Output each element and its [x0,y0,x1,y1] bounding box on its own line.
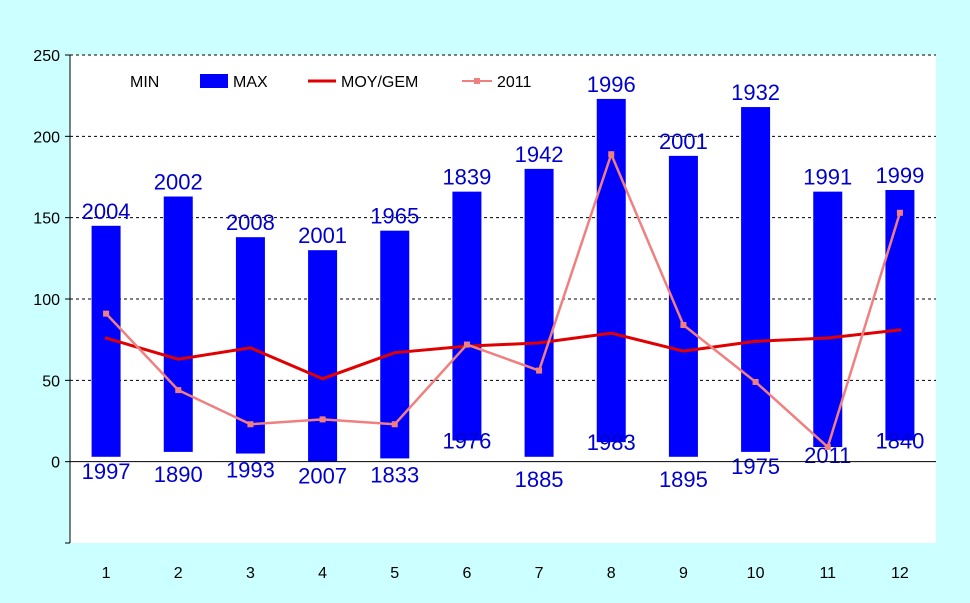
point-moy-gem [537,341,541,345]
point-2011 [824,444,831,451]
min-year-label: 1833 [370,462,419,487]
max-year-label: 1839 [442,165,491,190]
point-2011 [247,421,254,428]
point-2011 [463,341,470,348]
x-tick-label: 3 [246,565,255,582]
x-tick-label: 11 [819,565,836,582]
max-year-label: 2008 [226,210,275,235]
point-2011 [896,209,903,216]
min-year-label: 1983 [587,430,636,455]
point-moy-gem [104,336,108,340]
bar-max [668,155,698,457]
x-tick-label: 6 [462,565,471,582]
point-moy-gem [898,328,902,332]
point-moy-gem [321,377,325,381]
max-year-label: 2004 [82,199,131,224]
x-tick-label: 1 [102,565,111,582]
point-2011 [103,310,110,317]
max-year-label: 1991 [803,165,852,190]
point-2011 [319,416,326,423]
point-moy-gem [754,339,758,343]
point-moy-gem [248,346,252,350]
x-tick-label: 9 [679,565,688,582]
x-tick-label: 7 [535,565,544,582]
min-year-label: 1885 [515,467,564,492]
max-year-label: 1942 [515,142,564,167]
max-year-label: 2001 [298,223,347,248]
point-moy-gem [176,357,180,361]
line-moy-gem [105,328,901,381]
legend-label-moy: MOY/GEM [341,74,418,91]
x-tick-label: 12 [891,565,909,582]
bar-max [380,230,410,459]
x-tick-label: 2 [174,565,183,582]
y-tick-label: 0 [51,455,60,472]
y-tick-label: 50 [42,373,60,390]
legend-swatch-max [200,74,228,88]
max-year-label: 2001 [659,129,708,154]
bar-max [163,196,193,452]
y-tick-label: 100 [33,292,60,309]
point-2011 [175,387,182,394]
point-2011 [608,151,615,158]
bar-max [813,191,843,448]
y-tick-label: 150 [33,211,60,228]
legend-label-min: MIN [130,74,159,91]
min-year-label: 1895 [659,467,708,492]
min-year-label: 1975 [731,454,780,479]
line-2011 [105,150,902,450]
max-year-label: 1932 [731,80,780,105]
x-tick-label: 4 [318,565,327,582]
min-year-label: 1890 [154,462,203,487]
point-moy-gem [681,349,685,353]
min-year-label: 1976 [442,429,491,454]
legend-swatch-2011-marker [474,78,480,84]
point-2011 [536,367,543,374]
bar-max [885,190,915,441]
point-moy-gem [609,331,613,335]
x-tick-label: 8 [607,565,616,582]
bar-max [596,98,626,443]
bar-max [524,168,554,457]
max-year-label: 1999 [875,163,924,188]
bar-max [235,237,265,454]
y-tick-label: 200 [33,129,60,146]
bar-max [452,191,482,441]
point-2011 [391,421,398,428]
point-moy-gem [393,351,397,355]
min-year-label: 1997 [82,459,131,484]
point-moy-gem [826,336,830,340]
max-year-label: 1996 [587,72,636,97]
bar-max [741,107,771,452]
legend-label-2011: 2011 [497,74,532,91]
max-year-label: 2002 [154,170,203,195]
max-year-label: 1965 [370,204,419,229]
min-year-label: 2007 [298,464,347,489]
min-year-label: 1840 [875,429,924,454]
point-2011 [680,322,687,329]
y-tick-label: 250 [33,48,60,65]
legend-label-max: MAX [233,74,268,91]
bar-max [308,250,338,462]
x-tick-label: 5 [390,565,399,582]
point-2011 [752,378,759,385]
x-tick-label: 10 [747,565,765,582]
